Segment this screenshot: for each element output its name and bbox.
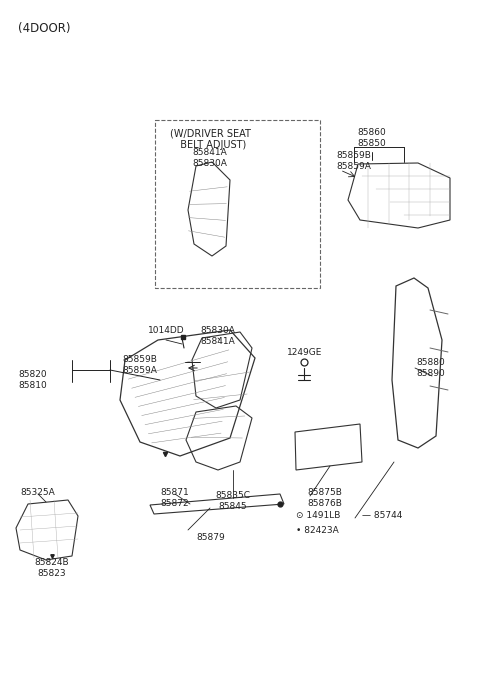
Text: • 82423A: • 82423A xyxy=(296,526,339,535)
Text: ⊙ 1491LB: ⊙ 1491LB xyxy=(296,511,340,520)
Text: 85824B
85823: 85824B 85823 xyxy=(35,558,69,578)
Text: 1014DD: 1014DD xyxy=(148,326,185,335)
Text: (4DOOR): (4DOOR) xyxy=(18,22,71,35)
Text: 85835C
85845: 85835C 85845 xyxy=(216,491,251,511)
Text: 85875B
85876B: 85875B 85876B xyxy=(307,488,342,508)
Text: 85879: 85879 xyxy=(196,533,225,542)
Text: — 85744: — 85744 xyxy=(362,511,402,520)
Text: 85859B
85859A: 85859B 85859A xyxy=(336,151,371,171)
Text: 85830A
85841A: 85830A 85841A xyxy=(201,326,235,346)
Text: 1249GE: 1249GE xyxy=(288,348,323,357)
Text: 85860
85850: 85860 85850 xyxy=(358,128,386,148)
Bar xyxy=(155,120,320,288)
Text: 85871
85872: 85871 85872 xyxy=(161,488,190,508)
Text: 85880
85890: 85880 85890 xyxy=(416,358,445,378)
Text: 85859B
85859A: 85859B 85859A xyxy=(122,355,157,375)
Text: 85841A
85830A: 85841A 85830A xyxy=(192,148,228,168)
Text: 85820
85810: 85820 85810 xyxy=(18,370,47,390)
Text: (W/DRIVER SEAT
  BELT ADJUST): (W/DRIVER SEAT BELT ADJUST) xyxy=(169,128,251,150)
Text: 85325A: 85325A xyxy=(21,488,55,497)
